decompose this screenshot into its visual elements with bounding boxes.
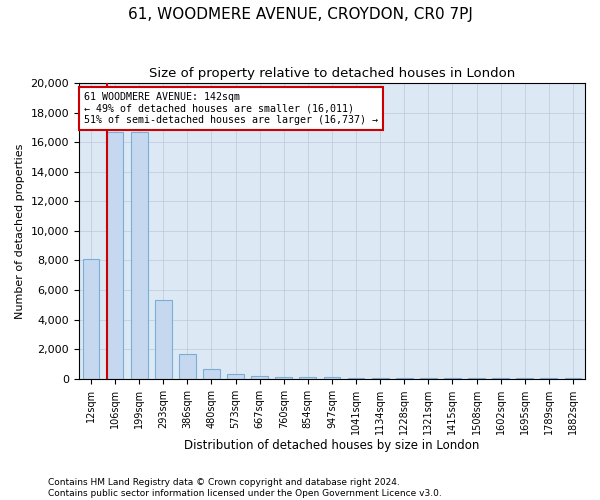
Bar xyxy=(227,374,244,378)
Bar xyxy=(203,369,220,378)
Y-axis label: Number of detached properties: Number of detached properties xyxy=(15,143,25,318)
Bar xyxy=(275,376,292,378)
Text: Contains HM Land Registry data © Crown copyright and database right 2024.
Contai: Contains HM Land Registry data © Crown c… xyxy=(48,478,442,498)
Bar xyxy=(107,132,124,378)
Text: 61, WOODMERE AVENUE, CROYDON, CR0 7PJ: 61, WOODMERE AVENUE, CROYDON, CR0 7PJ xyxy=(128,8,472,22)
Text: 61 WOODMERE AVENUE: 142sqm
← 49% of detached houses are smaller (16,011)
51% of : 61 WOODMERE AVENUE: 142sqm ← 49% of deta… xyxy=(84,92,378,125)
Bar xyxy=(131,132,148,378)
Title: Size of property relative to detached houses in London: Size of property relative to detached ho… xyxy=(149,68,515,80)
Bar xyxy=(251,376,268,378)
Bar xyxy=(83,259,100,378)
Bar xyxy=(155,300,172,378)
Bar xyxy=(299,377,316,378)
Bar xyxy=(179,354,196,378)
X-axis label: Distribution of detached houses by size in London: Distribution of detached houses by size … xyxy=(184,440,479,452)
Bar xyxy=(323,377,340,378)
